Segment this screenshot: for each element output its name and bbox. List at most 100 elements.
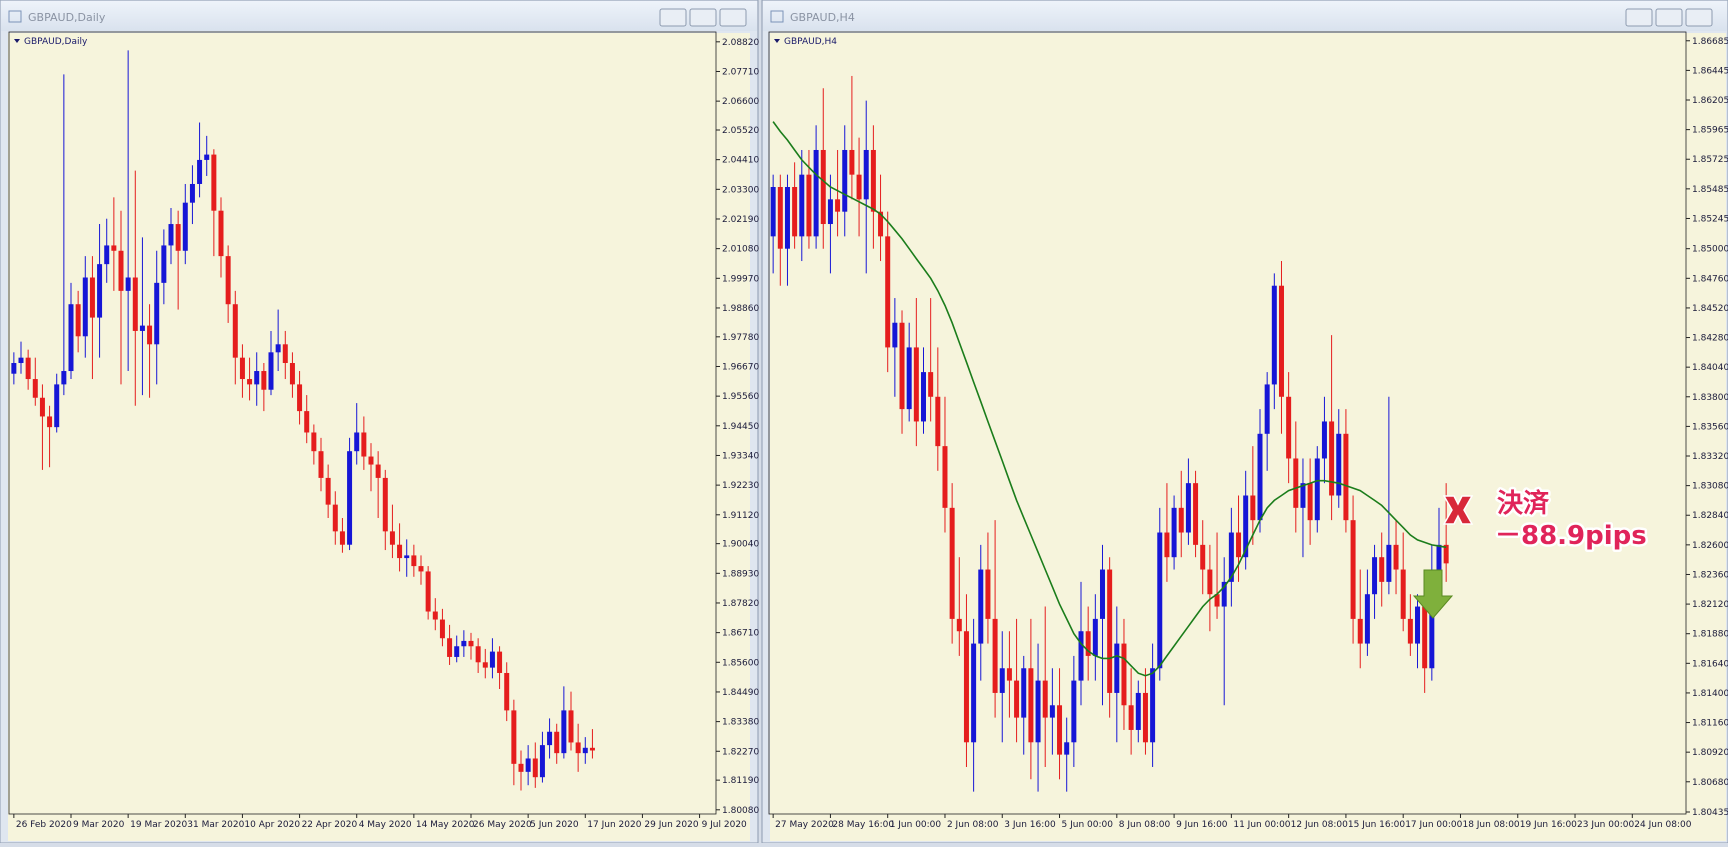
candle-body — [1214, 594, 1220, 607]
y-tick-label: 1.80435 — [1692, 808, 1728, 818]
y-tick-label: 1.81160 — [1692, 719, 1728, 729]
y-tick-label: 1.80080 — [722, 806, 759, 816]
candle-body — [189, 183, 195, 203]
window-icon — [8, 10, 22, 23]
y-tick-label: 2.04410 — [722, 156, 759, 166]
candle-body — [225, 256, 231, 305]
candle-body — [942, 446, 948, 508]
chart-h4: GBPAUD,H4 1.86685 1.86445 1.86205 1.85965 1.8… — [768, 31, 1728, 830]
candle-body — [1128, 705, 1134, 730]
candle-body — [439, 619, 445, 639]
candle-body — [1307, 483, 1313, 521]
chart-daily: GBPAUD,Daily 2.08820 2.07710 2.06600 2.05520… — [8, 31, 759, 830]
candle-body — [461, 640, 467, 647]
x-tick-label: 9 Jul 2020 — [702, 820, 747, 830]
candle-body — [849, 149, 855, 175]
candle-body — [978, 569, 984, 644]
restore-button[interactable] — [689, 8, 717, 27]
candle-body — [1099, 569, 1105, 619]
candle-body — [232, 304, 238, 358]
candle-body — [870, 149, 876, 212]
candle-body — [892, 322, 898, 348]
candle-body — [304, 411, 310, 433]
candle-body — [447, 638, 453, 657]
x-tick-label: 11 Jun 00:00 — [1233, 820, 1290, 830]
candle-body — [1300, 483, 1306, 508]
y-tick-label: 1.90040 — [722, 540, 759, 550]
candle-body — [554, 731, 560, 754]
x-tick-label: 27 May 2020 — [775, 820, 834, 830]
candle-body — [1014, 680, 1020, 718]
x-tick-label: 17 Jun 00:00 — [1405, 820, 1462, 830]
candle-body — [1436, 544, 1442, 570]
y-tick-label: 1.84280 — [1692, 334, 1728, 344]
x-tick-label: 9 Mar 2020 — [73, 820, 125, 830]
y-tick-label: 1.82840 — [1692, 511, 1728, 521]
candle-body — [1150, 668, 1156, 743]
y-tick-label: 1.82360 — [1692, 570, 1728, 580]
candle-body — [397, 544, 403, 559]
candle-body — [835, 199, 841, 212]
y-tick-label: 1.97780 — [722, 333, 759, 343]
minimize-button[interactable] — [659, 8, 687, 27]
plot-frame — [8, 31, 717, 815]
candle-body — [425, 571, 431, 612]
x-tick-label: 22 Apr 2020 — [302, 820, 358, 830]
y-tick-label: 2.05520 — [722, 126, 759, 136]
candle-body — [1393, 544, 1399, 570]
candle-body — [261, 371, 267, 390]
close-button[interactable] — [719, 8, 747, 27]
candle-body — [1357, 618, 1363, 644]
restore-button[interactable] — [1655, 8, 1683, 27]
candle-body — [1364, 594, 1370, 644]
candle-body — [1407, 618, 1413, 644]
minimize-button[interactable] — [1625, 8, 1653, 27]
candle-body — [935, 396, 941, 447]
y-tick-label: 1.80680 — [1692, 778, 1728, 788]
candle-body — [799, 174, 805, 237]
window-controls[interactable] — [659, 8, 747, 27]
candle-body — [454, 646, 460, 657]
candle-body — [1071, 680, 1077, 743]
y-tick-label: 1.85485 — [1692, 185, 1728, 195]
candle-body — [575, 742, 581, 754]
candle-body — [1415, 606, 1421, 644]
candle-body — [504, 672, 510, 711]
window-icon — [770, 10, 784, 23]
y-tick-label: 1.95560 — [722, 392, 759, 402]
title-bar — [763, 1, 1727, 31]
candle-body — [1257, 433, 1263, 521]
x-tick-label: 19 Jun 16:00 — [1520, 820, 1577, 830]
candle-body — [211, 154, 217, 211]
window-title: GBPAUD,H4 — [790, 11, 855, 24]
candle-body — [1178, 507, 1184, 533]
candle-body — [1193, 483, 1199, 545]
candle-body — [1171, 507, 1177, 558]
chart-label: GBPAUD,Daily — [24, 37, 88, 47]
x-tick-label: 1 Jun 00:00 — [890, 820, 942, 830]
candle-body — [582, 747, 588, 754]
y-tick-label: 1.81880 — [1692, 630, 1728, 640]
candle-body — [347, 451, 353, 545]
y-tick-label: 1.86445 — [1692, 66, 1728, 76]
y-tick-label: 2.01080 — [722, 245, 759, 255]
candle-body — [54, 384, 60, 428]
candle-body — [827, 199, 833, 225]
candle-body — [297, 384, 303, 412]
candle-body — [532, 758, 538, 778]
candle-body — [497, 651, 503, 673]
window-controls[interactable] — [1625, 8, 1713, 27]
candle-body — [361, 432, 367, 457]
chart-background — [8, 33, 750, 841]
candle-body — [539, 745, 545, 778]
candle-body — [289, 363, 295, 385]
y-tick-label: 2.03300 — [722, 185, 759, 195]
candle-body — [1429, 569, 1435, 669]
candle-body — [956, 618, 962, 632]
candle-body — [175, 224, 181, 251]
candle-body — [339, 531, 345, 545]
candle-body — [432, 611, 438, 620]
close-button[interactable] — [1685, 8, 1713, 27]
candle-body — [1142, 692, 1148, 743]
candle-body — [147, 325, 153, 345]
